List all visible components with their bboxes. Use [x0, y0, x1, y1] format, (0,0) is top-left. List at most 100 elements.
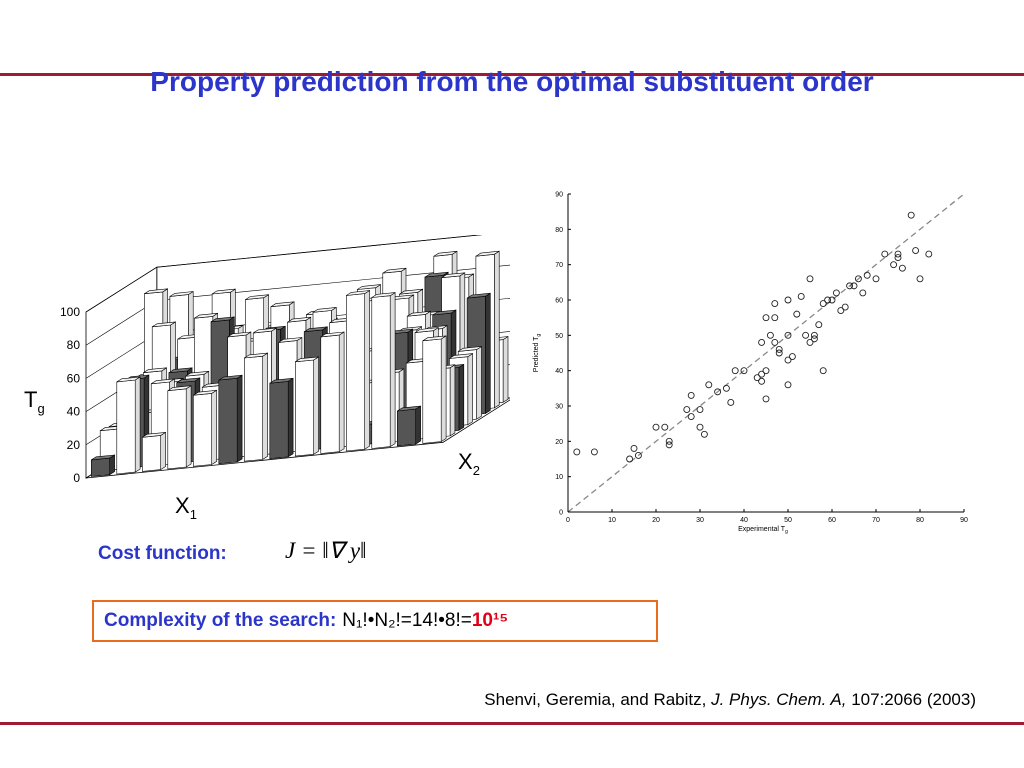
- scatter-point: [590, 448, 598, 456]
- scatter-point: [727, 399, 735, 406]
- top-rule: [0, 73, 1024, 76]
- scatter-point: [832, 289, 840, 297]
- scatter-point: [652, 423, 660, 431]
- bar3d-bar: [345, 289, 370, 452]
- bar3d-bar: [371, 292, 396, 449]
- scatter-point: [661, 423, 669, 431]
- bar3d-x2-label: X2: [458, 449, 480, 478]
- scatter-y-tick-label: 90: [555, 192, 563, 199]
- scatter-point: [854, 275, 862, 283]
- scatter-axes: [567, 193, 965, 513]
- bar3d-bar: [422, 335, 447, 444]
- scatter-y-tick-label: 40: [555, 368, 563, 375]
- bar3d-z-tick-label: 20: [67, 438, 81, 452]
- bar3d-z-tick-label: 0: [73, 471, 80, 485]
- scatter-point: [846, 282, 854, 290]
- scatter-point: [912, 247, 920, 254]
- scatter-point: [810, 331, 818, 339]
- scatter-y-tick-label: 30: [555, 404, 563, 411]
- scatter-point: [890, 261, 898, 269]
- scatter-chart: 0 10 20 30 40 50 60 70 80 90 0 10 20 30 40 50 60 70 80 90 E…: [533, 192, 968, 536]
- scatter-y-tick-label: 20: [555, 439, 563, 446]
- scatter-point: [894, 254, 902, 262]
- scatter-ylabel: Predicted Tg: [533, 334, 542, 373]
- scatter-x-tick-label: 0: [566, 517, 570, 524]
- scatter-xlabel: Experimental Tg: [738, 526, 788, 535]
- bottom-rule: [0, 722, 1024, 725]
- scatter-point: [819, 367, 827, 375]
- bar3d-ticks: 0 20 40 60 80 100: [60, 305, 80, 485]
- scatter-point: [802, 331, 810, 339]
- scatter-point: [758, 370, 766, 378]
- scatter-point: [797, 293, 805, 300]
- scatter-x-tick-label: 80: [916, 517, 924, 524]
- slide-title: Property prediction from the optimal sub…: [150, 66, 874, 97]
- scatter-point: [722, 384, 730, 392]
- scatter-point: [687, 391, 695, 399]
- scatter-point: [714, 388, 722, 396]
- scatter-point: [665, 437, 673, 445]
- scatter-point: [916, 275, 924, 283]
- bar3d-z-tick-label: 80: [67, 338, 81, 352]
- scatter-point: [758, 338, 766, 346]
- scatter-point: [925, 250, 933, 258]
- scatter-point: [841, 303, 849, 311]
- scatter-point: [824, 296, 832, 304]
- cost-function-label: Cost function:: [98, 543, 227, 564]
- scatter-point: [753, 374, 761, 382]
- scatter-point: [894, 250, 902, 258]
- scatter-point: [771, 314, 779, 322]
- scatter-point: [762, 367, 770, 375]
- scatter-x-tick-label: 10: [608, 517, 616, 524]
- scatter-point: [687, 413, 695, 421]
- scatter-point: [705, 381, 713, 389]
- scatter-point: [762, 395, 770, 403]
- bar3d-bar: [193, 389, 217, 467]
- bar3d-x1-label: X1: [175, 493, 197, 522]
- bar3d-bars: [91, 250, 509, 477]
- scatter-point: [793, 310, 801, 318]
- bar3d-bar: [167, 385, 192, 470]
- scatter-x-tick-label: 20: [652, 517, 660, 524]
- bar3d-z-tick-label: 60: [67, 371, 81, 385]
- bar3d-bar: [244, 352, 268, 462]
- scatter-point: [573, 448, 581, 456]
- scatter-point: [696, 423, 704, 431]
- bar3d-z-tick-label: 40: [67, 405, 81, 419]
- scatter-point: [775, 349, 783, 357]
- scatter-point: [771, 338, 779, 346]
- bar3d-bar: [91, 454, 115, 477]
- bar3d-zlabel: Tg: [24, 387, 45, 416]
- scatter-point: [784, 331, 792, 339]
- scatter-point: [665, 441, 673, 449]
- scatter-point: [815, 321, 823, 329]
- scatter-point: [898, 264, 906, 272]
- bar3d-bar: [320, 331, 345, 454]
- scatter-point: [810, 335, 818, 343]
- scatter-point: [731, 367, 739, 375]
- complexity-expression: N₁!•N₂!=14!•8!=: [342, 610, 472, 631]
- scatter-x-tick-label: 40: [740, 517, 748, 524]
- scatter-point: [850, 282, 858, 290]
- scatter-point: [828, 296, 836, 304]
- bar3d-bar: [396, 405, 421, 447]
- scatter-x-tick-label: 50: [784, 517, 792, 524]
- citation: Shenvi, Geremia, and Rabitz, J. Phys. Ch…: [484, 690, 976, 710]
- scatter-point: [696, 406, 704, 413]
- bar3d-bar: [218, 374, 243, 465]
- scatter-y-tick-label: 0: [559, 510, 563, 517]
- scatter-x-tick-label: 30: [696, 517, 704, 524]
- scatter-point: [630, 444, 638, 452]
- cost-formula: J = ‖∇ y‖: [285, 538, 367, 563]
- citation-ref: 107:2066 (2003): [846, 690, 976, 709]
- citation-journal: J. Phys. Chem. A,: [711, 690, 847, 709]
- scatter-x-tick-label: 90: [960, 517, 968, 524]
- scatter-point: [626, 455, 634, 463]
- bar3d-bar: [142, 431, 166, 472]
- scatter-y-tick-label: 80: [555, 227, 563, 234]
- bar3d-chart: 0 20 40 60 80 100 Tg X1 X2: [24, 235, 510, 522]
- scatter-point: [784, 296, 792, 304]
- scatter-point: [771, 300, 779, 307]
- scatter-x-tick-label: 70: [872, 517, 880, 524]
- scatter-point: [806, 275, 814, 283]
